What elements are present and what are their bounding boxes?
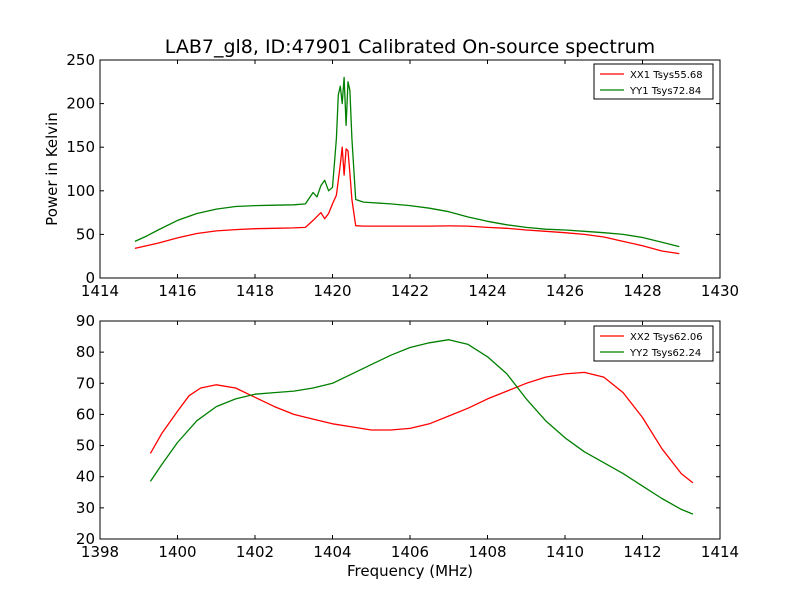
legend: XX2 Tsys62.06 YY2 Tsys62.24 (593, 325, 714, 362)
y-tick-label: 60 (76, 405, 95, 423)
x-tick-label: 1398 (81, 543, 119, 561)
y-tick-label: 0 (85, 269, 95, 287)
y-tick-label: 250 (66, 51, 95, 69)
y-tick-label: 20 (76, 530, 95, 548)
x-tick-label: 1408 (468, 543, 506, 561)
x-axis-label: Frequency (MHz) (347, 562, 473, 580)
x-tick-label: 1422 (391, 282, 429, 300)
x-tick-label: 1424 (468, 282, 506, 300)
legend-entry-label: YY1 Tsys72.84 (629, 86, 701, 97)
y-axis-label: Power in Kelvin (43, 112, 61, 226)
x-tick-label: 1402 (236, 543, 274, 561)
x-tick-label: 1400 (158, 543, 196, 561)
x-tick-label: 1414 (701, 543, 739, 561)
y-tick-label: 50 (76, 225, 95, 243)
x-tick-label: 1414 (81, 282, 119, 300)
y-tick-label: 150 (66, 138, 95, 156)
series-line-xx1 (134, 146, 680, 255)
series-line-yy2 (149, 339, 694, 515)
subplot-1: 1414 1416 1418 1420 1422 1424 1426 1428 1430 0 50 1… (43, 51, 739, 300)
legend-box (593, 63, 714, 100)
x-tick-label: 1428 (623, 282, 661, 300)
x-tick-label: 1426 (546, 282, 584, 300)
series-line-yy1 (134, 76, 680, 248)
x-tick-label: 1416 (158, 282, 196, 300)
x-tick-label: 1410 (546, 543, 584, 561)
x-tick-label: 1412 (623, 543, 661, 561)
legend-entry-label: XX2 Tsys62.06 (630, 332, 703, 343)
x-tick-label: 1430 (701, 282, 739, 300)
legend: XX1 Tsys55.68 YY1 Tsys72.84 (593, 63, 714, 100)
y-tick-label: 70 (76, 374, 95, 392)
series-line-xx2 (149, 371, 694, 484)
y-tick-label: 40 (76, 468, 95, 486)
y-tick-label: 80 (76, 343, 95, 361)
subplots: 1414 1416 1418 1420 1422 1424 1426 1428 14300501… (43, 51, 739, 580)
y-tick-label: 100 (66, 182, 95, 200)
legend-box (593, 325, 714, 362)
y-tick-label: 200 (66, 95, 95, 113)
y-tick-label: 50 (76, 437, 95, 455)
figure-title: LAB7_gl8, ID:47901 Calibrated On-source … (165, 36, 655, 58)
legend-entry-label: YY2 Tsys62.24 (629, 348, 701, 359)
x-tick-label: 1418 (236, 282, 274, 300)
legend-entry-label: XX1 Tsys55.68 (630, 70, 703, 81)
y-tick-label: 90 (76, 312, 95, 330)
y-tick-label: 30 (76, 499, 95, 517)
x-tick-label: 1406 (391, 543, 429, 561)
subplot-2: 1398 1400 1402 1404 1406 1408 1410 1412 1414 20 30… (76, 312, 739, 580)
x-tick-label: 1420 (313, 282, 351, 300)
x-tick-label: 1404 (313, 543, 351, 561)
